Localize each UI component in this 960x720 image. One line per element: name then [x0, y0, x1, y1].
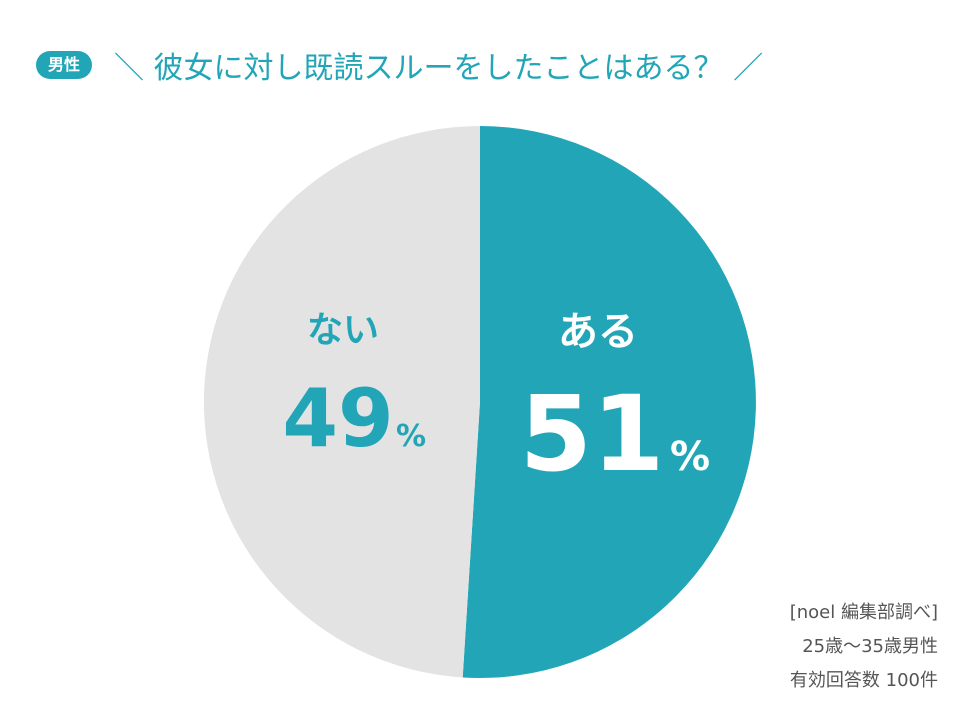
slice-value-yes: 51 — [520, 373, 665, 495]
slice-label-no: ない — [307, 310, 379, 351]
source-line-count: 有効回答数 100件 — [789, 670, 938, 691]
slice-label-yes: ある — [558, 309, 638, 355]
slice-value-no: 49 — [282, 372, 393, 465]
chart-title: ＼ 彼女に対し既読スルーをしたことはある？ ／ — [114, 51, 764, 86]
chart-header: 男性 ＼ 彼女に対し既読スルーをしたことはある？ ／ — [36, 40, 763, 90]
source-line-editor: [noel 編集部調べ] — [789, 602, 938, 623]
slice-unit-no: % — [396, 419, 426, 454]
slice-unit-yes: % — [670, 434, 710, 480]
pie-slice-no — [203, 126, 480, 678]
survey-source: [noel 編集部調べ] 25歳〜35歳男性 有効回答数 100件 — [790, 596, 938, 698]
pie-slice-yes — [462, 126, 756, 679]
source-line-respondents: 25歳〜35歳男性 — [802, 636, 938, 657]
gender-badge: 男性 — [36, 51, 93, 79]
